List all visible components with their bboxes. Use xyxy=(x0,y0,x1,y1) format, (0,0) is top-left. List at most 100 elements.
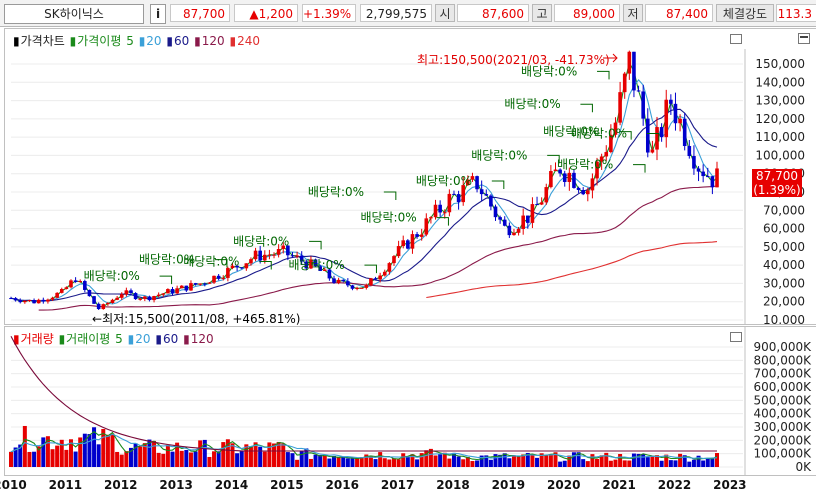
price-candle xyxy=(705,176,710,178)
price-candle xyxy=(655,127,659,150)
price-candle xyxy=(438,204,442,213)
price-candle xyxy=(276,249,281,255)
volume-bar xyxy=(193,451,198,467)
volume-y-tick: 700,000K xyxy=(754,367,813,381)
volume-bar xyxy=(198,440,203,467)
price-candle xyxy=(50,297,55,300)
volume-bar xyxy=(705,458,710,467)
volume-bar xyxy=(244,444,249,467)
price-candle xyxy=(230,265,235,269)
dividend-label: 배당락:0% xyxy=(557,158,613,172)
x-axis-label: 2013 xyxy=(159,478,192,492)
volume-bar xyxy=(553,452,558,467)
price-candle xyxy=(193,283,198,285)
volume-bar xyxy=(128,447,133,467)
legend-vma5[interactable]: 5 xyxy=(115,332,123,346)
volume-bar xyxy=(32,451,37,467)
price-candle xyxy=(166,289,170,294)
price-candle xyxy=(198,283,202,285)
maximize-icon[interactable] xyxy=(798,33,810,44)
x-axis-label: 2023 xyxy=(713,478,746,492)
price-candle xyxy=(696,168,701,172)
minimize-icon[interactable] xyxy=(730,34,742,44)
price-candle xyxy=(401,240,406,247)
price-candle xyxy=(226,268,230,278)
volume-bar xyxy=(428,448,433,467)
price-candle xyxy=(69,280,73,288)
price-y-tick: 40,000 xyxy=(763,258,805,272)
price-candle xyxy=(322,269,327,271)
price-change: ▲1,200 xyxy=(234,4,298,22)
volume-bar xyxy=(27,451,32,467)
legend-volume[interactable]: 거래량 xyxy=(20,332,54,346)
price-candle xyxy=(521,215,525,229)
price-y-tick: 140,000 xyxy=(755,75,805,89)
volume-bar xyxy=(18,444,23,467)
volume-bar xyxy=(59,439,64,467)
volume-bar xyxy=(36,446,41,467)
volume-bar xyxy=(248,446,253,467)
volume-y-tick: 400,000K xyxy=(754,407,813,421)
price-candle xyxy=(110,299,115,304)
price-candle xyxy=(410,234,415,249)
legend-price-chart[interactable]: 가격차트 xyxy=(20,34,65,48)
price-candle xyxy=(239,267,244,269)
price-y-tick: 70,000 xyxy=(763,203,805,217)
legend-ma5[interactable]: 5 xyxy=(126,34,134,48)
volume-bar xyxy=(461,459,466,467)
dividend-label: 배당락:0% xyxy=(139,253,195,267)
volume-bar xyxy=(175,442,180,467)
legend-ma20[interactable]: 20 xyxy=(146,34,162,48)
volume-bar xyxy=(442,452,447,467)
price-candle xyxy=(244,263,249,269)
legend-vma120[interactable]: 120 xyxy=(190,332,214,346)
legend-ma240[interactable]: 240 xyxy=(237,34,260,48)
current-price-tag: 87,700 (1.39%) xyxy=(752,169,802,197)
volume-bar xyxy=(558,461,563,467)
volume-bar xyxy=(419,453,424,467)
volume-bar xyxy=(535,457,540,467)
stock-code-input[interactable]: SK하이닉스 xyxy=(4,4,144,24)
dividend-label: 배당락:0% xyxy=(84,269,140,283)
price-candle xyxy=(470,176,475,180)
price-candle xyxy=(290,255,295,257)
volume-bar xyxy=(401,453,406,467)
price-y-tick: 110,000 xyxy=(755,130,805,144)
dividend-arrow xyxy=(383,191,397,200)
price-y-tick: 100,000 xyxy=(755,148,805,162)
open-value: 87,600 xyxy=(457,4,529,22)
price-y-tick: 60,000 xyxy=(763,222,805,236)
legend-volume-ma[interactable]: 거래이평 xyxy=(66,332,111,346)
price-candle xyxy=(387,263,392,272)
legend-price-ma[interactable]: 가격이평 xyxy=(77,34,122,48)
price-candle xyxy=(299,255,304,262)
dividend-arrow xyxy=(309,240,322,250)
legend-ma60[interactable]: 60 xyxy=(174,34,190,48)
volume-bar xyxy=(438,454,443,467)
volume-bar xyxy=(216,451,221,467)
legend-ma120[interactable]: 120 xyxy=(201,34,225,48)
volume-bar xyxy=(73,451,78,467)
price-candle xyxy=(189,283,193,291)
price-candle xyxy=(539,202,544,205)
volume-minimize-icon[interactable] xyxy=(730,332,742,342)
volume-bar xyxy=(530,454,535,467)
volume-bar xyxy=(465,457,470,467)
volume-bar xyxy=(13,447,18,467)
x-axis-label: 2022 xyxy=(658,478,691,492)
volume-bar xyxy=(396,459,401,467)
legend-vma60[interactable]: 60 xyxy=(162,332,179,346)
volume-bar xyxy=(82,433,87,467)
volume-bar xyxy=(511,455,516,467)
volume-bar xyxy=(133,443,138,467)
price-candle xyxy=(516,228,521,233)
min-price-note: ←최저:15,500(2011/08, +465.81%) xyxy=(92,310,301,327)
legend-vma20[interactable]: 20 xyxy=(135,332,151,346)
price-y-tick: 30,000 xyxy=(763,276,805,290)
volume-bar xyxy=(336,457,341,467)
info-button[interactable]: i xyxy=(150,4,166,24)
volume-bar xyxy=(115,451,120,467)
volume-bar xyxy=(387,459,392,467)
volume-bar xyxy=(581,459,586,467)
price-candle xyxy=(678,118,682,124)
